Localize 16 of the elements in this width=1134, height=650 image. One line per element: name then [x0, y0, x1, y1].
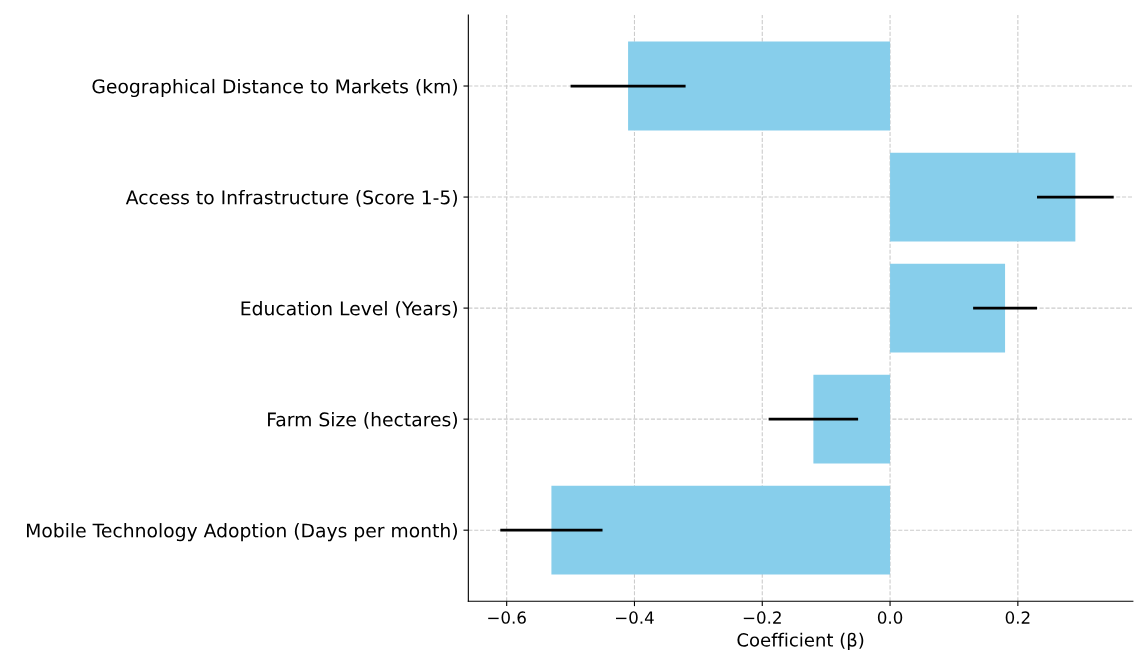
x-tick-label: −0.2 — [743, 611, 781, 624]
x-tick-label: 0.0 — [877, 611, 903, 624]
bar — [813, 374, 891, 464]
bar — [890, 263, 1006, 353]
bar — [551, 485, 891, 575]
x-axis-title: Coefficient (β) — [737, 632, 864, 650]
x-tick-label: 0.2 — [1005, 611, 1030, 624]
y-tick-label: Education Level (Years) — [241, 300, 457, 318]
y-tick-label: Geographical Distance to Markets (km) — [92, 78, 458, 98]
y-tick-label: Farm Size (hectares) — [268, 412, 458, 429]
y-tick-label: Mobile Technology Adoption (Days per month) — [27, 523, 457, 542]
bar — [890, 152, 1076, 242]
y-tick-label: Access to Infrastructure (Score 1-5) — [125, 189, 458, 207]
bar — [628, 41, 891, 131]
x-tick-label: −0.6 — [488, 611, 526, 624]
x-tick-label: −0.4 — [616, 611, 654, 624]
